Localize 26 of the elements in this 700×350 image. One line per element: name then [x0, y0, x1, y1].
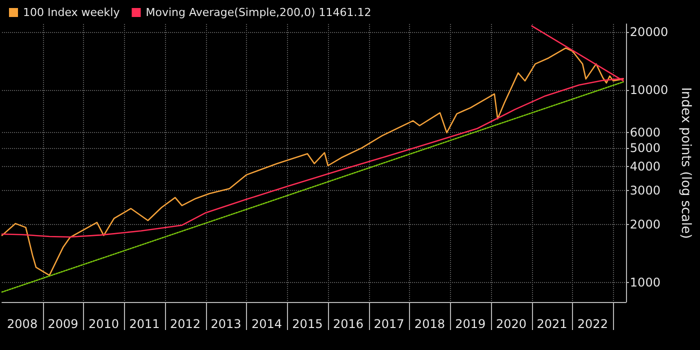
x-tick-label: 2012	[170, 317, 201, 331]
x-tick-label: 2015	[292, 317, 323, 331]
x-tick-label: 2017	[374, 317, 404, 331]
y-tick-label: 20000	[630, 24, 668, 39]
y-tick-label: 2000	[630, 217, 660, 232]
x-tick-label: 2010	[88, 317, 120, 331]
y-axis-title: Index points (log scale)	[678, 87, 693, 239]
y-tick-label: 6000	[630, 126, 660, 140]
x-tick-label: 2014	[251, 317, 282, 331]
y-tick-label: 3000	[630, 183, 660, 198]
x-tick-label: 2021	[536, 317, 568, 331]
y-tick-label: 10000	[630, 82, 668, 97]
x-tick-label: 2013	[210, 317, 242, 331]
x-tick-label: 2020	[496, 317, 527, 331]
x-tick-label: 2018	[414, 317, 445, 331]
x-tick-label: 2008	[7, 317, 38, 331]
y-tick-label: 1000	[630, 275, 660, 290]
legend-label: 100 Index weekly	[23, 6, 120, 19]
x-tick-label: 2011	[129, 317, 160, 331]
y-tick-label: 4000	[630, 159, 660, 174]
x-tick-label: 2019	[455, 317, 486, 331]
y-tick-label: 5000	[630, 140, 660, 155]
x-tick-label: 2016	[332, 317, 364, 331]
x-tick-label: 2022	[577, 317, 608, 331]
x-tick-label: 2009	[48, 317, 78, 331]
legend-label: Moving Average(Simple,200,0) 11461.12	[146, 6, 372, 19]
